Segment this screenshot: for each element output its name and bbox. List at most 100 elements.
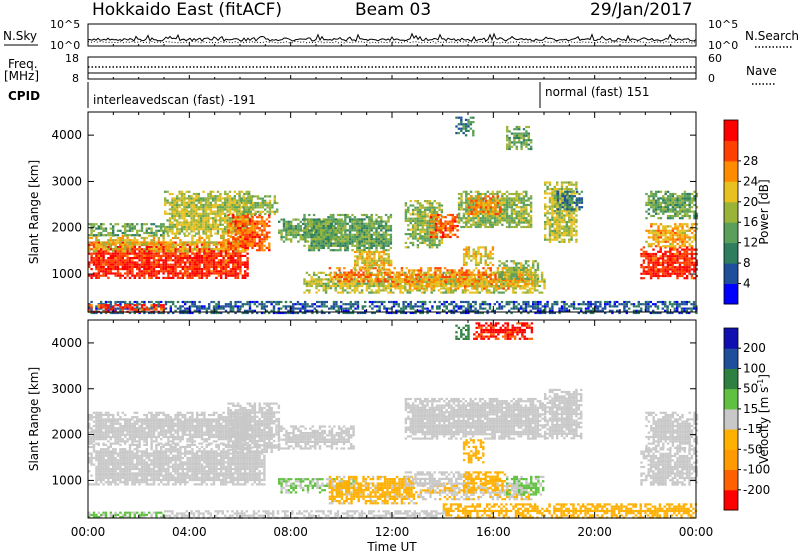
power-cell xyxy=(531,291,534,294)
power-cell xyxy=(356,240,359,243)
power-cell xyxy=(97,268,100,271)
power-cell xyxy=(404,282,407,285)
power-cell xyxy=(148,250,151,253)
power-cell xyxy=(264,199,267,202)
power-cell xyxy=(467,217,470,220)
power-cell xyxy=(492,287,496,290)
power-cell xyxy=(471,291,474,294)
power-cell xyxy=(176,259,180,262)
power-cell xyxy=(179,261,182,264)
power-cell xyxy=(116,254,120,257)
power-cell xyxy=(520,197,523,200)
power-cell xyxy=(228,206,232,209)
power-cell xyxy=(519,287,522,290)
power-cell xyxy=(236,242,240,245)
power-cell xyxy=(112,239,115,242)
power-cell xyxy=(472,206,476,209)
power-cell xyxy=(334,284,337,288)
power-cell xyxy=(390,259,393,262)
power-cell xyxy=(256,210,260,213)
power-cell xyxy=(249,197,252,200)
power-cell xyxy=(242,195,245,198)
power-cell xyxy=(138,250,141,253)
power-cell xyxy=(428,283,431,286)
power-cell xyxy=(176,232,179,235)
power-cell xyxy=(358,291,361,294)
power-cell xyxy=(90,276,93,279)
power-cell xyxy=(353,233,357,236)
power-cell xyxy=(88,250,91,253)
power-cell xyxy=(370,220,373,223)
power-cell xyxy=(404,202,408,205)
power-cell xyxy=(202,232,205,235)
power-cell xyxy=(368,264,371,267)
power-cell xyxy=(344,216,347,219)
power-cell xyxy=(186,268,189,271)
power-cell xyxy=(451,269,454,272)
power-cell xyxy=(434,213,438,217)
power-cell xyxy=(256,224,259,228)
power-cell xyxy=(195,195,198,198)
power-cell xyxy=(222,265,225,268)
power-cell xyxy=(119,261,122,264)
power-cell xyxy=(430,285,433,288)
power-cell xyxy=(382,250,386,254)
power-cell xyxy=(185,212,188,215)
power-cell xyxy=(435,246,439,249)
power-cell xyxy=(234,236,237,240)
power-cell xyxy=(205,263,208,266)
power-cell xyxy=(517,199,521,202)
power-cell xyxy=(193,263,196,266)
power-cell xyxy=(334,289,337,292)
cpid-mode-2: normal (fast) 151 xyxy=(545,85,649,99)
power-cell xyxy=(241,242,245,245)
power-cell xyxy=(370,213,373,217)
power-cell xyxy=(493,223,497,226)
power-cell xyxy=(457,221,461,224)
power-cell xyxy=(150,241,153,244)
power-cell xyxy=(384,227,388,230)
power-cell xyxy=(157,252,160,255)
power-cell xyxy=(404,233,408,236)
power-cell xyxy=(238,203,241,207)
power-cell xyxy=(336,242,340,245)
power-cell xyxy=(462,214,466,218)
power-cell xyxy=(180,212,184,215)
power-cell xyxy=(504,278,508,281)
power-cell xyxy=(109,231,112,235)
power-cell xyxy=(246,220,249,223)
power-cell xyxy=(387,282,390,285)
power-cell xyxy=(102,252,105,255)
power-cell xyxy=(276,210,279,213)
power-cell xyxy=(145,227,148,230)
power-cell xyxy=(198,241,201,244)
power-cell xyxy=(322,278,325,281)
power-cell xyxy=(414,213,417,216)
power-cell xyxy=(518,273,521,276)
power-cell xyxy=(148,243,151,246)
power-cell xyxy=(183,208,186,211)
power-cell xyxy=(143,239,146,242)
power-cell xyxy=(192,221,196,224)
power-cell xyxy=(188,190,191,193)
power-cell xyxy=(420,284,424,288)
power-cell xyxy=(392,283,395,286)
power-cell xyxy=(437,216,440,219)
power-cell xyxy=(331,278,334,281)
power-cell xyxy=(521,284,525,288)
power-cell xyxy=(148,246,151,249)
power-cell xyxy=(423,284,426,288)
power-cell xyxy=(212,272,216,275)
power-cell xyxy=(152,261,156,264)
power-cell xyxy=(512,278,515,281)
power-cell xyxy=(245,206,248,209)
power-cell xyxy=(487,275,490,279)
power-cell xyxy=(440,215,444,218)
power-cell xyxy=(377,242,381,245)
power-cell xyxy=(173,210,176,213)
power-cell xyxy=(290,231,293,234)
power-cell xyxy=(109,241,112,244)
power-cell xyxy=(245,197,248,200)
power-cell xyxy=(501,195,504,198)
power-cell xyxy=(172,236,175,240)
